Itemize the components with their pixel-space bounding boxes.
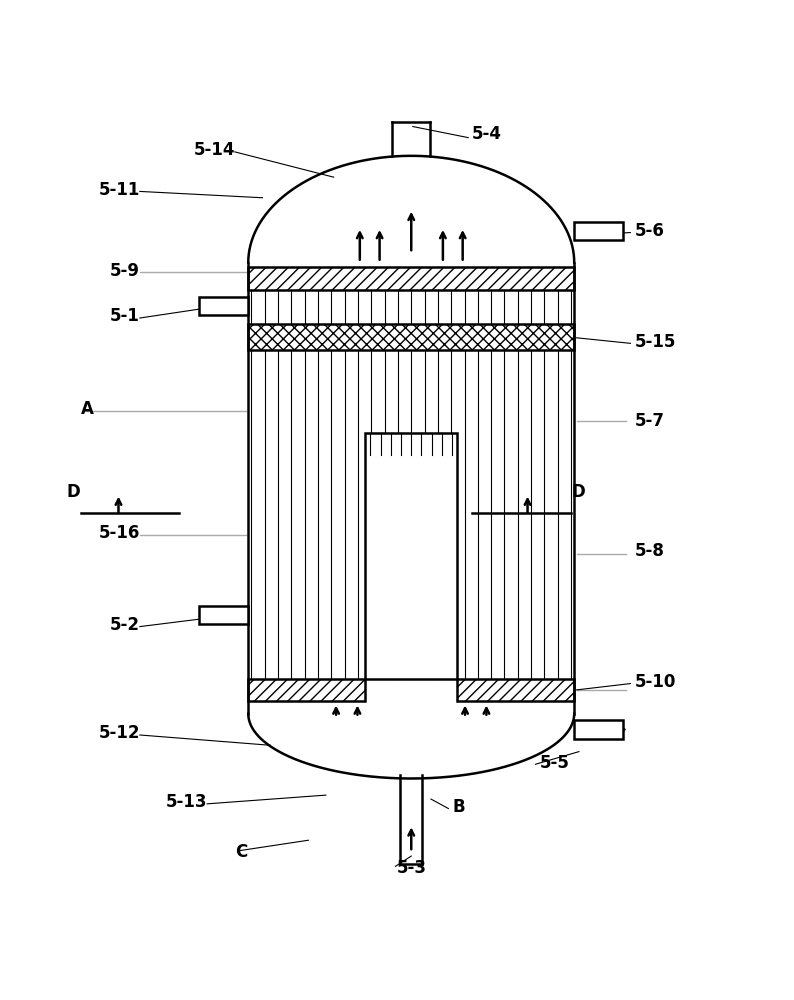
Bar <box>249 267 574 290</box>
Text: 5-13: 5-13 <box>166 793 207 811</box>
Text: 5-6: 5-6 <box>634 222 665 240</box>
Text: 5-2: 5-2 <box>110 616 140 634</box>
Bar <box>457 679 574 701</box>
Text: 5-8: 5-8 <box>634 542 665 560</box>
Bar <box>365 433 457 679</box>
Bar <box>199 297 249 315</box>
Text: D: D <box>571 483 585 501</box>
Bar <box>249 324 574 350</box>
Text: 5-7: 5-7 <box>634 412 665 430</box>
Text: 5-15: 5-15 <box>634 333 676 351</box>
Text: 5-4: 5-4 <box>472 125 502 143</box>
Text: 5-1: 5-1 <box>110 307 140 325</box>
Bar <box>574 222 623 240</box>
Text: 5-16: 5-16 <box>98 524 140 542</box>
Text: 5-5: 5-5 <box>539 754 569 772</box>
Text: 5-12: 5-12 <box>98 724 140 742</box>
Text: 5-9: 5-9 <box>110 262 140 280</box>
Bar <box>199 606 249 624</box>
Bar <box>574 720 623 739</box>
Text: 5-14: 5-14 <box>193 141 235 159</box>
Text: 5-3: 5-3 <box>397 859 427 877</box>
Text: 5-11: 5-11 <box>98 181 140 199</box>
Text: A: A <box>80 400 94 418</box>
Text: B: B <box>453 798 465 816</box>
Bar <box>249 679 365 701</box>
Text: C: C <box>235 843 247 861</box>
Text: 5-10: 5-10 <box>634 673 676 691</box>
Text: D: D <box>66 483 80 501</box>
